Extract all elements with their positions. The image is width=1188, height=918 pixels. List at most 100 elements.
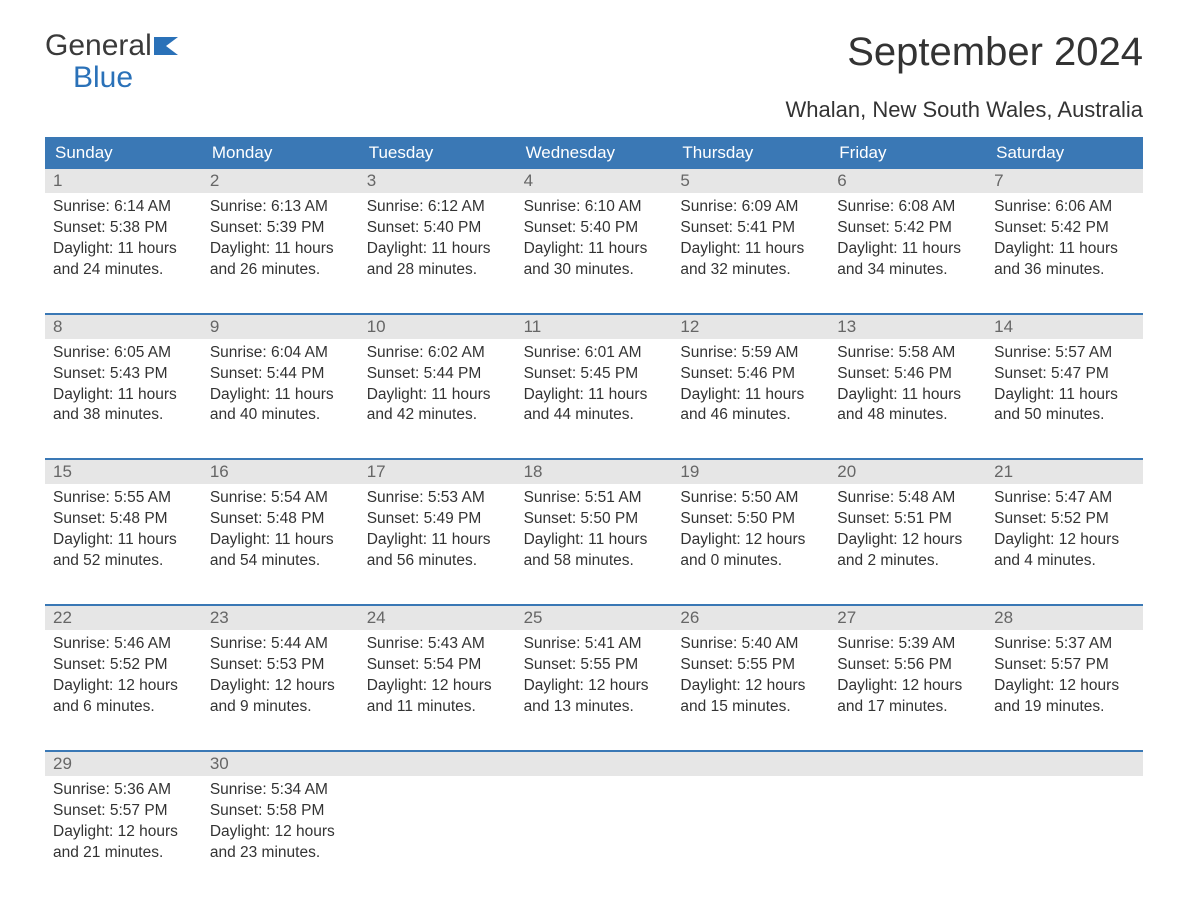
sunset-text: Sunset: 5:42 PM [837,218,978,239]
daylight-text: Daylight: 11 hours [210,385,351,406]
daylight-text: and 50 minutes. [994,405,1135,426]
sunset-text: Sunset: 5:51 PM [837,509,978,530]
daylight-text: and 48 minutes. [837,405,978,426]
daylight-text: and 54 minutes. [210,551,351,572]
daylight-text: and 2 minutes. [837,551,978,572]
sunset-text: Sunset: 5:42 PM [994,218,1135,239]
daylight-text: Daylight: 12 hours [524,676,665,697]
daylight-text: Daylight: 12 hours [367,676,508,697]
day-cell: Sunrise: 5:57 AMSunset: 5:47 PMDaylight:… [986,339,1143,445]
day-cell: Sunrise: 5:43 AMSunset: 5:54 PMDaylight:… [359,630,516,736]
daylight-text: Daylight: 11 hours [367,385,508,406]
sunrise-text: Sunrise: 5:46 AM [53,634,194,655]
calendar-week: 22232425262728 Sunrise: 5:46 AM Sunset: 5:… [45,604,1143,736]
day-number: 25 [516,606,673,630]
day-cell: Sunrise: 5:41 AMSunset: 5:55 PMDaylight:… [516,630,673,736]
day-number: 16 [202,460,359,484]
sunset-text: Sunset: 5:47 PM [994,364,1135,385]
daylight-text: and 52 minutes. [53,551,194,572]
day-cell: Sunrise: 5:58 AMSunset: 5:46 PMDaylight:… [829,339,986,445]
day-number: 1 [45,169,202,193]
day-cell: Sunrise: 5:39 AMSunset: 5:56 PMDaylight:… [829,630,986,736]
sunset-text: Sunset: 5:56 PM [837,655,978,676]
day-header: Monday [202,137,359,169]
day-number: 26 [672,606,829,630]
day-cell: Sunrise: 6:02 AMSunset: 5:44 PMDaylight:… [359,339,516,445]
daylight-text: Daylight: 11 hours [994,385,1135,406]
sunrise-text: Sunrise: 6:13 AM [210,197,351,218]
daylight-text: and 0 minutes. [680,551,821,572]
daylight-text: and 13 minutes. [524,697,665,718]
sunrise-text: Sunrise: 6:06 AM [994,197,1135,218]
sunset-text: Sunset: 5:40 PM [367,218,508,239]
day-number: 2 [202,169,359,193]
daylight-text: Daylight: 11 hours [367,239,508,260]
daylight-text: and 34 minutes. [837,260,978,281]
daylight-text: and 40 minutes. [210,405,351,426]
day-number: 30 [202,752,359,776]
sunset-text: Sunset: 5:41 PM [680,218,821,239]
sunset-text: Sunset: 5:54 PM [367,655,508,676]
day-cell: Sunrise: 6:04 AMSunset: 5:44 PMDaylight:… [202,339,359,445]
daylight-text: Daylight: 11 hours [837,239,978,260]
daylight-text: Daylight: 11 hours [367,530,508,551]
sunrise-text: Sunrise: 6:14 AM [53,197,194,218]
daylight-text: Daylight: 11 hours [524,239,665,260]
sunset-text: Sunset: 5:49 PM [367,509,508,530]
sunrise-text: Sunrise: 6:04 AM [210,343,351,364]
daylight-text: Daylight: 12 hours [680,676,821,697]
sunrise-text: Sunrise: 5:39 AM [837,634,978,655]
day-header: Thursday [672,137,829,169]
daylight-text: Daylight: 11 hours [524,530,665,551]
day-number-row: 15161718192021 [45,460,1143,484]
sunrise-text: Sunrise: 5:37 AM [994,634,1135,655]
daylight-text: and 46 minutes. [680,405,821,426]
day-header: Friday [829,137,986,169]
day-number [516,752,673,776]
sunset-text: Sunset: 5:52 PM [994,509,1135,530]
calendar: Sunday Monday Tuesday Wednesday Thursday… [45,137,1143,881]
day-number: 15 [45,460,202,484]
day-number: 12 [672,315,829,339]
day-number: 21 [986,460,1143,484]
daylight-text: and 26 minutes. [210,260,351,281]
sunset-text: Sunset: 5:55 PM [524,655,665,676]
day-cell: Sunrise: 6:09 AMSunset: 5:41 PMDaylight:… [672,193,829,299]
day-number: 13 [829,315,986,339]
sunrise-text: Sunrise: 6:12 AM [367,197,508,218]
day-number-row: 1234567 [45,169,1143,193]
calendar-week: 2930Sunrise: 5:36 AMSunset: 5:57 PMDayli… [45,750,1143,882]
day-number: 9 [202,315,359,339]
sunrise-text: Sunrise: 6:09 AM [680,197,821,218]
daylight-text: and 30 minutes. [524,260,665,281]
daylight-text: Daylight: 11 hours [994,239,1135,260]
page-subtitle: Whalan, New South Wales, Australia [45,97,1143,123]
sunrise-text: Sunrise: 6:02 AM [367,343,508,364]
sunset-text: Sunset: 5:53 PM [210,655,351,676]
sunrise-text: Sunrise: 5:48 AM [837,488,978,509]
day-cell: Sunrise: 6:08 AMSunset: 5:42 PMDaylight:… [829,193,986,299]
sunset-text: Sunset: 5:44 PM [210,364,351,385]
day-cell: Sunrise: 5:34 AMSunset: 5:58 PMDaylight:… [202,776,359,882]
sunrise-text: Sunrise: 5:50 AM [680,488,821,509]
sunrise-text: Sunrise: 5:41 AM [524,634,665,655]
daylight-text: and 58 minutes. [524,551,665,572]
day-cell: Sunrise: 5:55 AMSunset: 5:48 PMDaylight:… [45,484,202,590]
day-number [672,752,829,776]
sunset-text: Sunset: 5:40 PM [524,218,665,239]
day-cell: Sunrise: 6:01 AMSunset: 5:45 PMDaylight:… [516,339,673,445]
daylight-text: and 36 minutes. [994,260,1135,281]
calendar-week: 1234567Sunrise: 6:14 AMSunset: 5:38 PMDa… [45,169,1143,299]
sunset-text: Sunset: 5:46 PM [837,364,978,385]
daylight-text: and 28 minutes. [367,260,508,281]
day-header-row: Sunday Monday Tuesday Wednesday Thursday… [45,137,1143,169]
day-cell: Sunrise: 5:47 AMSunset: 5:52 PMDaylight:… [986,484,1143,590]
day-cell [516,776,673,882]
sunrise-text: Sunrise: 5:58 AM [837,343,978,364]
daylight-text: and 56 minutes. [367,551,508,572]
day-number-row: 22232425262728 [45,606,1143,630]
sunrise-text: Sunrise: 5:53 AM [367,488,508,509]
day-number: 4 [516,169,673,193]
sunset-text: Sunset: 5:48 PM [210,509,351,530]
day-cell: Sunrise: 6:10 AMSunset: 5:40 PMDaylight:… [516,193,673,299]
